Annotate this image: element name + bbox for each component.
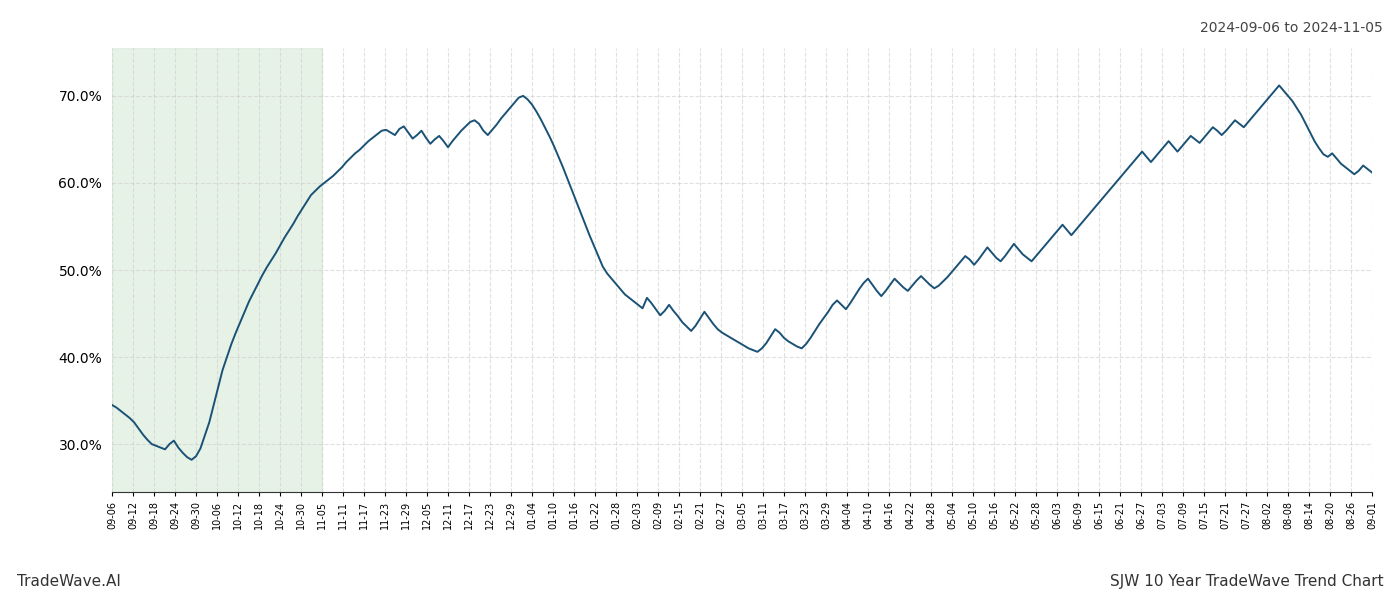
Text: 2024-09-06 to 2024-11-05: 2024-09-06 to 2024-11-05 bbox=[1200, 21, 1383, 35]
Text: SJW 10 Year TradeWave Trend Chart: SJW 10 Year TradeWave Trend Chart bbox=[1110, 574, 1383, 589]
Text: TradeWave.AI: TradeWave.AI bbox=[17, 574, 120, 589]
Bar bbox=[112, 48, 322, 492]
